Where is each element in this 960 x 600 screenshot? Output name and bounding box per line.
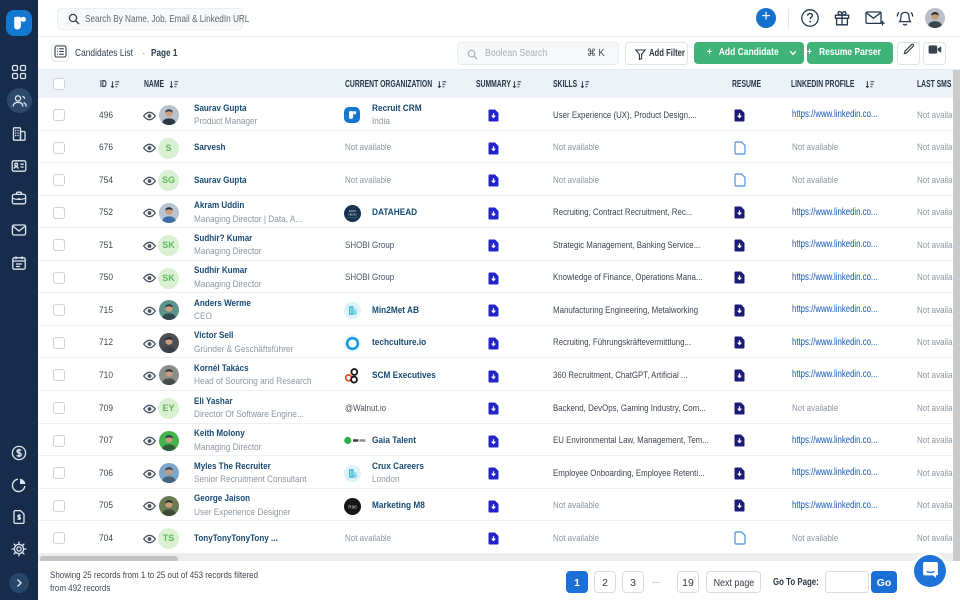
svg-text:R98: R98 bbox=[348, 504, 357, 509]
svg-text:DATA: DATA bbox=[349, 209, 357, 213]
svg-text:HEAD: HEAD bbox=[348, 212, 357, 216]
